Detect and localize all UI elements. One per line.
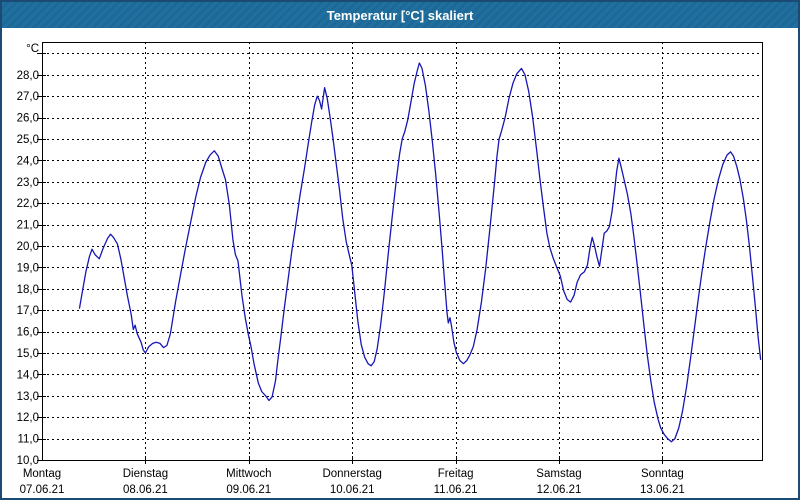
y-tick-label: 24,0 <box>17 155 39 167</box>
x-gridlines <box>145 42 663 460</box>
x-axis-day-labels: Montag 07.06.21 Dienstag 08.06.21 Mittwoch 09… <box>20 468 685 496</box>
y-tick-label: 27,0 <box>17 91 39 103</box>
y-tick-label: 12,0 <box>17 412 39 424</box>
day-date-label: 07.06.21 <box>20 484 65 496</box>
y-tick-label: 13,0 <box>17 391 39 403</box>
plot-border <box>42 42 763 461</box>
title-bar[interactable]: Temperatur [°C] skaliert <box>2 2 798 28</box>
y-tick-label: 18,0 <box>17 284 39 296</box>
y-tick-label: 19,0 <box>17 262 39 274</box>
day-name-label: Dienstag <box>123 468 168 480</box>
chart-area: °C 28,0 27,0 26,0 25,0 24,0 23,0 22,0 21,0 20,0 19… <box>2 28 798 498</box>
y-tick-label: 25,0 <box>17 134 39 146</box>
y-tick-label: 20,0 <box>17 241 39 253</box>
y-tick-label: 17,0 <box>17 305 39 317</box>
y-tick-label: 23,0 <box>17 177 39 189</box>
day-name-label: Sonntag <box>641 468 684 480</box>
day-name-label: Mittwoch <box>226 468 271 480</box>
day-name-label: Freitag <box>438 468 474 480</box>
y-tick-label: 28,0 <box>17 70 39 82</box>
y-tick-label: 15,0 <box>17 348 39 360</box>
day-date-label: 12.06.21 <box>537 484 582 496</box>
y-tick-label: 11,0 <box>17 434 39 446</box>
day-name-label: Samstag <box>536 468 581 480</box>
day-date-label: 08.06.21 <box>123 484 168 496</box>
y-tick-label: 14,0 <box>17 369 39 381</box>
y-axis-unit-label: °C <box>26 43 39 55</box>
y-tick-label: 10,0 <box>17 455 39 467</box>
temperature-series-line <box>78 62 762 443</box>
temperature-chart: °C 28,0 27,0 26,0 25,0 24,0 23,0 22,0 21,0 20,0 19… <box>17 42 763 496</box>
y-tick-label: 16,0 <box>17 327 39 339</box>
day-name-label: Montag <box>23 468 61 480</box>
window-title: Temperatur [°C] skaliert <box>326 7 474 23</box>
y-axis-labels: 28,0 27,0 26,0 25,0 24,0 23,0 22,0 21,0 20,0 19,0… <box>17 70 39 467</box>
day-date-label: 11.06.21 <box>434 484 478 496</box>
y-tick-label: 22,0 <box>17 198 39 210</box>
y-tick-label: 26,0 <box>17 113 39 125</box>
axis-ticks <box>37 53 663 464</box>
day-date-label: 10.06.21 <box>330 484 375 496</box>
day-name-label: Donnerstag <box>322 468 381 480</box>
y-gridlines <box>42 53 762 440</box>
y-tick-label: 21,0 <box>17 220 39 232</box>
day-date-label: 09.06.21 <box>226 484 271 496</box>
day-date-label: 13.06.21 <box>640 484 685 496</box>
